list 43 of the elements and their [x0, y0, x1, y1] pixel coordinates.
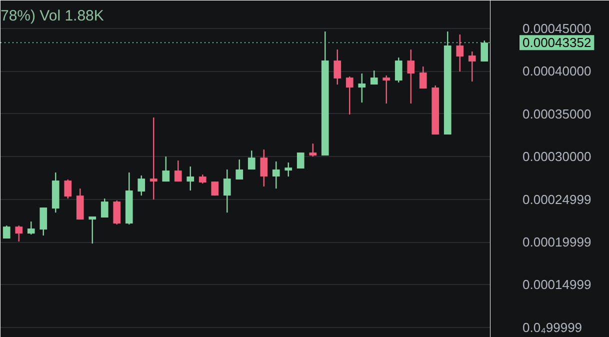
y-tick-label: 0.00040000: [522, 64, 592, 79]
y-tick-label: 0.00045000: [522, 21, 592, 36]
candlestick: [162, 156, 170, 182]
y-tick-label: 0.00024999: [522, 192, 592, 207]
candlestick: [223, 168, 231, 214]
candlestick: [76, 188, 84, 220]
candlestick: [309, 142, 317, 158]
candlestick: [272, 160, 280, 190]
candlestick: [64, 178, 72, 200]
candlestick: [27, 220, 35, 236]
candlestick: [150, 116, 158, 200]
y-tick-label: 0.00014999: [522, 277, 592, 292]
candlestick: [100, 198, 108, 218]
candlestick: [394, 56, 402, 84]
y-tick-label: 0.00035000: [522, 106, 592, 122]
y-tick-label: 0.00030000: [522, 149, 592, 164]
annotation: 78%) Vol 1.88K: [0, 8, 104, 24]
y-tick-label: 0.00019999: [522, 234, 592, 250]
candlestick: [284, 162, 292, 178]
candlestick: [468, 50, 476, 82]
candlestick: [40, 206, 48, 236]
candlestick: [2, 224, 10, 240]
candlestick: [174, 160, 182, 182]
candlestick: [358, 72, 366, 104]
candlestick: [334, 48, 342, 86]
candlestick: [211, 180, 219, 196]
candlestick: [138, 174, 146, 196]
candlestick: [248, 150, 256, 170]
y-tick-label: 0.0₄99999: [522, 320, 582, 335]
candlestick: [419, 66, 427, 90]
candlestick: [407, 48, 415, 104]
candlestick: [370, 70, 378, 86]
candlestick: [113, 200, 121, 226]
candlestick: [382, 74, 390, 104]
ref-line-label: 0.00043352: [522, 35, 592, 50]
candlestick: [296, 152, 304, 170]
candlestick: [456, 34, 464, 72]
candlestick: [88, 216, 96, 244]
candlestick: [346, 76, 354, 116]
candlestick: [260, 148, 268, 188]
candlestick: [15, 224, 23, 242]
candlestick: [236, 158, 244, 180]
candlestick: [186, 166, 194, 192]
